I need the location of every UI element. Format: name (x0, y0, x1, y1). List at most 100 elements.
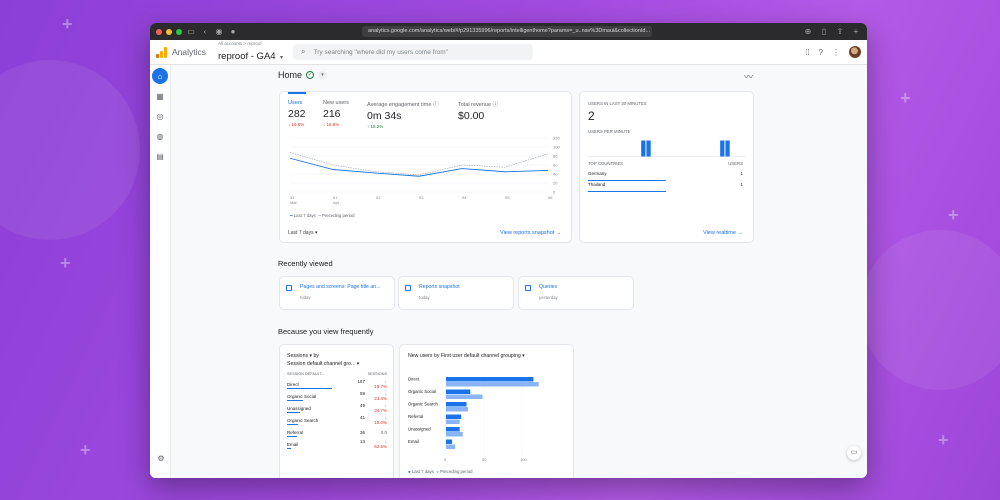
category-label: Email (408, 439, 419, 444)
x-tick-label: 04 (462, 195, 467, 200)
check-circle-icon: ✓ (306, 71, 315, 79)
reader-icon[interactable]: ▯ (821, 27, 827, 36)
spark-bar (720, 140, 725, 157)
minimize-window-button[interactable] (166, 28, 172, 35)
view-realtime-link[interactable]: View realtime → (703, 230, 743, 236)
page-title: Home (278, 70, 303, 80)
row-share-bar (287, 388, 332, 389)
metric-new-users[interactable]: New users 216 ↓ 16.6% (323, 100, 349, 127)
table-row[interactable]: Organic Search 41 ↓ 18.0% (287, 414, 387, 426)
bar-current (446, 377, 534, 382)
channel-name: Email (287, 441, 299, 447)
configure-icon[interactable]: ▤ (156, 151, 164, 161)
bar-previous (446, 419, 460, 424)
download-icon[interactable]: ⊕ (804, 27, 812, 36)
shield-icon[interactable]: ● (230, 27, 236, 36)
channel-name: Direct (287, 381, 299, 387)
series-line-current (289, 157, 549, 177)
explore-icon[interactable]: ◎ (156, 111, 164, 121)
app-header: Analytics All accounts > reproof reproof… (150, 40, 867, 65)
x-tick-label: 01 (333, 195, 338, 200)
advertising-icon[interactable]: ◍ (156, 131, 164, 141)
date-range-dropdown[interactable]: Last 7 days ▾ (288, 230, 317, 236)
zoom-window-button[interactable] (176, 28, 182, 35)
row-share-bar (287, 424, 299, 425)
channel-chart-title[interactable]: New users by First user default channel … (408, 353, 525, 359)
category-label: Organic Social (408, 389, 436, 394)
metric-total-revenue[interactable]: Total revenue ⓘ $0.00 (458, 100, 498, 122)
sidebar-toggle-icon[interactable]: ▭ (187, 27, 195, 36)
recent-item-title: Pages and screens: Page title an... (300, 284, 381, 290)
y-tick-label: 120 (553, 136, 560, 141)
view-reports-snapshot-link[interactable]: View reports snapshot → (500, 230, 561, 236)
report-icon (525, 285, 531, 291)
y-tick-label: 60 (553, 163, 558, 168)
sessions-delta: 0.0 (380, 429, 387, 435)
bar-current (446, 439, 453, 444)
new-tab-icon[interactable]: + (853, 27, 859, 36)
help-icon[interactable]: ? (818, 47, 823, 57)
back-icon[interactable]: ‹ (203, 27, 207, 36)
overview-card: Users 282 ↓ 16.6% New users 216 ↓ 16.6% … (280, 92, 571, 242)
x-tick-label: 02 (376, 195, 381, 200)
metric-users[interactable]: Users 282 ↓ 16.6% (288, 100, 306, 127)
selected-metric-indicator (288, 92, 306, 94)
more-vert-icon[interactable]: ⋮ (832, 47, 840, 57)
legend-current: Last 7 days (293, 213, 316, 218)
home-icon[interactable]: ⌂ (152, 68, 168, 84)
help-icon[interactable]: ⓘ (432, 102, 439, 108)
plus-decoration: + (900, 88, 911, 108)
recent-item-title: Queries (539, 284, 558, 290)
settings-gear-icon[interactable]: ⚙ (157, 453, 165, 463)
table-row[interactable]: Unassigned 49 ↓ 34.7% (287, 402, 387, 414)
channel-name: Referral (287, 429, 304, 435)
tab-group-icon[interactable]: ◉ (215, 27, 223, 36)
recent-item-reports-snapshot[interactable]: Reports snapshot today (399, 277, 513, 309)
y-tick-label: 40 (553, 172, 558, 177)
arrow-right-icon: → (555, 230, 562, 236)
metric-engagement-time[interactable]: Average engagement time ⓘ 0m 34s ↑ 18.2% (367, 100, 438, 129)
chevron-down-icon: ▾ (314, 230, 318, 236)
sessions-delta: ↓ 34.7% (374, 403, 387, 413)
x-tick-label: 06 (548, 195, 553, 200)
column-header: SESSION DEFAULT... (287, 372, 325, 376)
recently-viewed-title: Recently viewed (278, 259, 333, 268)
legend-previous: Preceding period (440, 469, 473, 474)
property-selector[interactable]: All accounts > reproof reproof - GA4 ▾ (218, 41, 283, 64)
insights-trend-icon[interactable]: 〰 (744, 72, 754, 82)
metric-delta: ↓ 16.6% (288, 122, 305, 127)
country-share-bar (588, 191, 666, 192)
row-share-bar (287, 412, 301, 413)
reports-icon[interactable]: ▦ (156, 91, 164, 101)
channel-name: Unassigned (287, 405, 311, 411)
recent-item-queries[interactable]: Queries yesterday (519, 277, 633, 309)
table-row[interactable]: Direct 167 ↓ 19.7% (287, 378, 387, 390)
search-input[interactable]: ⌕ Try searching "where did my users come… (293, 44, 534, 60)
feedback-icon[interactable]: ▭ (847, 446, 861, 460)
sessions-metric-dropdown[interactable]: Sessions ▾ by (287, 353, 320, 359)
apps-grid-icon[interactable]: ⁞⁞ (805, 47, 810, 57)
share-icon[interactable]: ⇪ (836, 27, 844, 36)
address-bar[interactable]: analytics.google.com/analytics/web/#/p29… (362, 26, 652, 37)
category-label: Unassigned (408, 427, 431, 432)
x-tick-label: 31 (290, 195, 295, 200)
recent-item-title: Reports snapshot (419, 284, 460, 290)
row-share-bar (287, 400, 303, 401)
sessions-delta: ↓ 62.5% (374, 439, 387, 449)
help-icon[interactable]: ⓘ (492, 102, 499, 108)
close-window-button[interactable] (156, 28, 162, 35)
table-row[interactable]: Email 13 ↓ 62.5% (287, 438, 387, 450)
title-dropdown-button[interactable]: ▾ (318, 71, 328, 79)
account-breadcrumb: All accounts > reproof (218, 40, 262, 46)
x-tick-label: 05 (505, 195, 510, 200)
table-row[interactable]: Organic Social 59 ↓ 23.4% (287, 390, 387, 402)
recent-item-pages-screens[interactable]: Pages and screens: Page title an... toda… (280, 277, 394, 309)
sessions-table: Direct 167 ↓ 19.7% Organic Social 59 ↓ 23.4% U… (287, 378, 387, 450)
realtime-card: Users in last 30 minutes 2 Users per min… (580, 92, 753, 242)
avatar[interactable] (849, 46, 861, 58)
sessions-dimension-dropdown[interactable]: Session default channel gro... ▾ (287, 361, 360, 367)
metric-value: 216 (323, 108, 341, 120)
table-row[interactable]: Referral 36 0.0 (287, 426, 387, 438)
plus-decoration: + (60, 253, 71, 273)
frequent-section-title: Because you view frequently (278, 327, 374, 336)
